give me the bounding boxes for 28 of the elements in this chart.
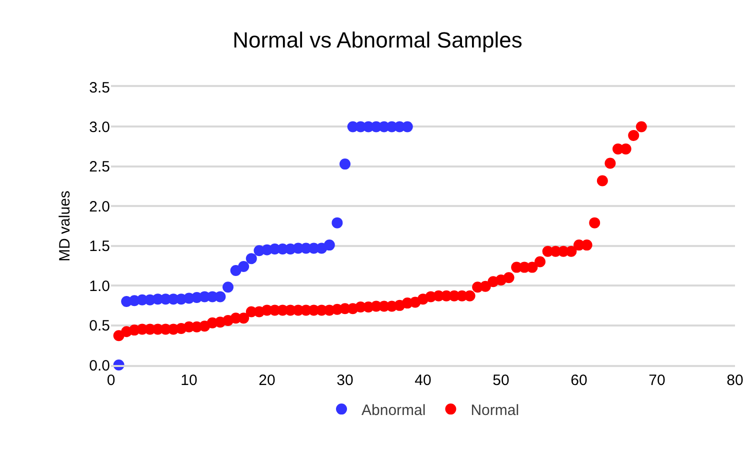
y-tick-label: 3.0 xyxy=(89,118,110,136)
point xyxy=(332,217,343,228)
point xyxy=(214,291,226,302)
x-tick-label: 30 xyxy=(336,372,354,389)
point xyxy=(324,240,335,251)
x-tick-label: 70 xyxy=(648,372,666,389)
y-tick-label: 3.5 xyxy=(89,79,110,96)
y-tick-label: 1.5 xyxy=(89,238,110,256)
x-tick-label: 60 xyxy=(570,372,588,389)
x-tick-label: 0 xyxy=(106,372,116,389)
x-tick-label: 80 xyxy=(726,372,744,389)
y-axis-title: MD values xyxy=(56,190,74,262)
point xyxy=(246,253,257,264)
point xyxy=(340,158,350,170)
y-tick-label: 0.0 xyxy=(89,357,110,374)
y-tick-label: 0.5 xyxy=(89,318,110,335)
y-tick-label: 2.0 xyxy=(89,198,110,216)
x-tick-label: 40 xyxy=(414,372,432,389)
y-tick-label: 2.5 xyxy=(89,158,110,176)
x-tick-label: 10 xyxy=(180,372,198,389)
y-tick-label: 1.0 xyxy=(89,278,110,295)
chart-title: Normal vs Abnormal Samples xyxy=(232,28,522,53)
x-tick-label: 50 xyxy=(492,372,510,389)
point xyxy=(222,282,234,293)
point xyxy=(238,261,250,272)
legend-label: Abnormal xyxy=(362,402,426,419)
legend-label: Normal xyxy=(470,402,520,419)
x-tick-label: 20 xyxy=(258,372,276,389)
